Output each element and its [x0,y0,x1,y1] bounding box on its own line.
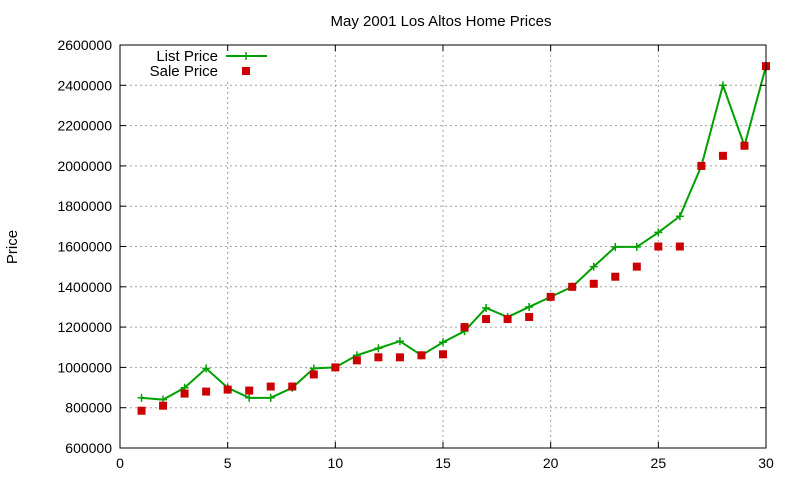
data-point [223,385,232,394]
data-point [568,282,577,291]
data-point [546,292,555,301]
data-point [632,242,641,251]
data-point [266,393,275,402]
data-point [482,315,491,324]
legend-marker [242,52,250,60]
data-point [654,242,663,251]
y-tick-label: 1200000 [57,319,112,335]
data-point [159,401,168,410]
plot-series [137,62,770,415]
x-tick-label: 25 [651,455,667,471]
data-point [589,262,598,271]
data-point [439,350,447,359]
y-tick-label: 1800000 [57,198,112,214]
data-point [137,393,146,402]
data-point [395,337,404,346]
x-tick-label: 10 [328,455,344,471]
data-point [589,279,598,288]
y-tick-label: 2400000 [57,77,112,93]
x-tick-label: 15 [435,455,451,471]
data-point [202,387,211,396]
series-sale-price [137,62,770,415]
y-tick-label: 2200000 [57,118,112,134]
series-list-price [137,62,770,404]
data-point [611,242,620,251]
data-point [245,393,254,402]
data-point [611,272,620,281]
data-point [460,323,469,332]
data-point [675,242,684,251]
y-tick-label: 2600000 [57,37,112,53]
data-point [288,382,297,391]
axis-ticks: 0 5 10 15 20 25 30 600000 800000 1000000 1200000 14… [57,37,774,471]
legend-label: Sale Price [150,63,218,80]
data-point [352,356,361,365]
y-tick-label: 800000 [65,400,112,416]
data-point [697,161,706,170]
data-point [202,364,211,373]
legend-label: List Price [156,48,218,65]
y-tick-label: 1600000 [57,239,112,255]
data-point [266,382,275,391]
data-point [374,353,383,362]
data-point [718,151,727,160]
data-point [245,386,254,395]
data-point [374,344,383,353]
data-point [503,315,512,324]
data-point [525,302,534,311]
x-tick-label: 5 [224,455,232,471]
data-point [675,212,684,221]
x-tick-label: 30 [758,455,774,471]
data-point [482,303,491,312]
y-tick-label: 600000 [65,440,112,456]
x-tick-label: 0 [116,455,124,471]
data-point [632,262,641,271]
y-tick-label: 2000000 [57,158,112,174]
data-point [137,406,146,415]
data-point [654,228,663,237]
chart-title: May 2001 Los Altos Home Prices [331,13,552,30]
data-point [395,353,404,362]
y-tick-label: 1000000 [57,359,112,375]
data-point [180,389,189,398]
series-line [141,65,767,401]
legend-marker [242,67,250,75]
data-point [718,81,727,90]
y-tick-label: 1400000 [57,279,112,295]
y-axis-label: Price [4,230,21,264]
data-point [439,338,447,347]
data-point [525,313,534,322]
data-point [309,370,318,379]
grid-lines [120,45,766,448]
data-point [740,141,749,150]
data-point [331,363,340,372]
data-point [417,351,426,360]
x-tick-label: 20 [543,455,559,471]
